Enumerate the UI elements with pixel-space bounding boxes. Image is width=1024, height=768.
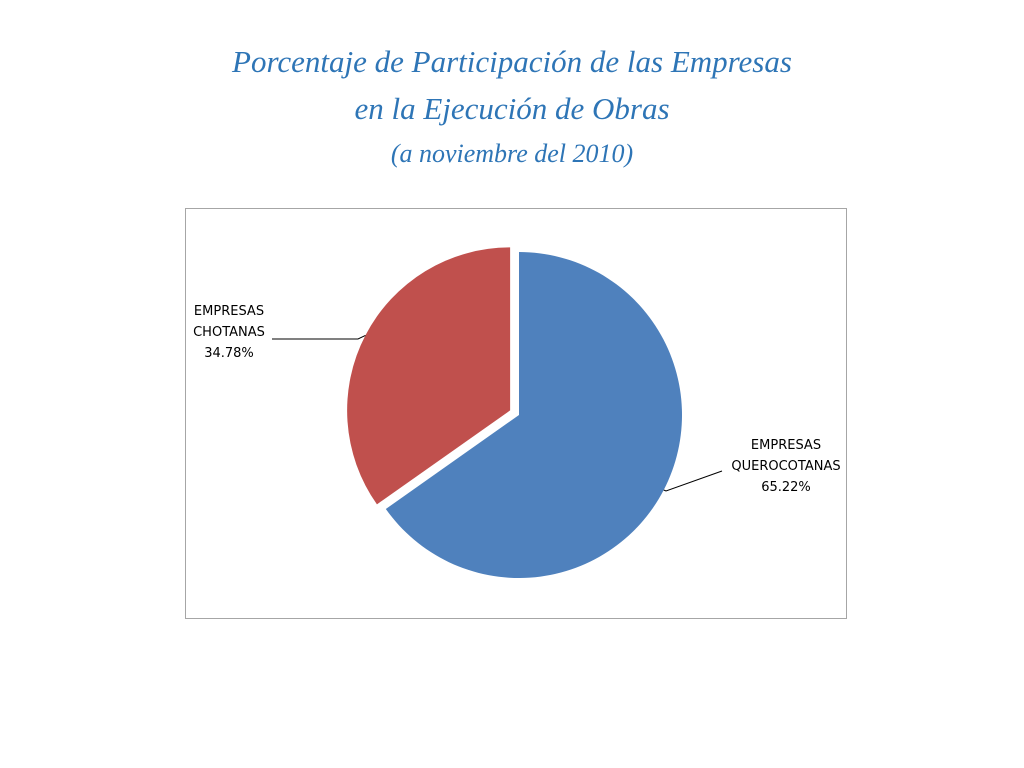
leader-line-chotanas xyxy=(272,334,366,340)
data-label-chotanas-value: 34.78% xyxy=(204,346,254,361)
data-label-chotanas-line1: EMPRESAS xyxy=(193,304,265,319)
data-label-chotanas: EMPRESAS CHOTANAS 34.78% xyxy=(186,301,272,364)
title-line-1: Porcentaje de Participación de las Empre… xyxy=(232,44,792,79)
chart-area: EMPRESAS CHOTANAS 34.78% EMPRESAS QUEROC… xyxy=(185,208,847,619)
title-line-2: en la Ejecución de Obras xyxy=(354,91,670,126)
pie-slice-chotanas xyxy=(347,247,511,505)
title-line-3: (a noviembre del 2010) xyxy=(390,139,634,168)
pie-chart xyxy=(272,247,723,578)
data-label-querocotanas-line1: EMPRESAS xyxy=(750,438,822,453)
data-label-querocotanas-line2: QUEROCOTANAS xyxy=(731,459,841,474)
pie-slice-querocotanas xyxy=(385,252,682,578)
data-label-querocotanas-value: 65.22% xyxy=(761,480,811,495)
data-label-querocotanas: EMPRESAS QUEROCOTANAS 65.22% xyxy=(724,435,848,498)
data-label-chotanas-line2: CHOTANAS xyxy=(193,325,265,340)
leader-line-querocotanas xyxy=(663,470,723,492)
chart-title: Porcentaje de Participación de las Empre… xyxy=(0,38,1024,176)
